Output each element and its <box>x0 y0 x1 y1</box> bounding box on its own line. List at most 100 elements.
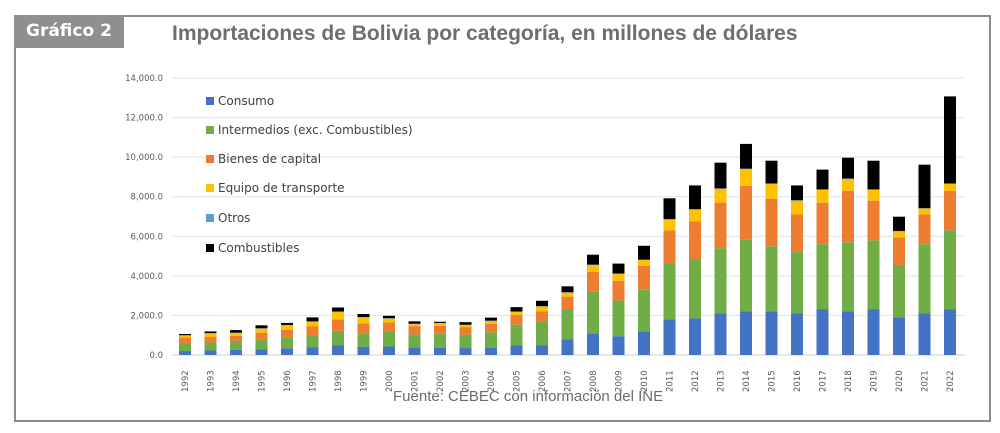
x-tick-label: 2002 <box>436 370 446 392</box>
bar-stack-1999 <box>357 314 370 355</box>
bar-segment-consumo <box>204 350 217 355</box>
bar-segment-intermedios-exc-combustibles- <box>230 340 242 350</box>
x-tick-label: 1997 <box>309 370 319 392</box>
bar-segment-consumo <box>893 317 905 355</box>
bar-segment-equipo-de-transporte <box>179 335 191 338</box>
bar-segment-consumo <box>332 345 344 355</box>
bar-segment-equipo-de-transporte <box>587 264 599 272</box>
bar-stack-2006 <box>536 300 548 355</box>
bar-stack-2001 <box>408 321 421 355</box>
legend-label: Otros <box>218 211 250 225</box>
gridlines <box>172 77 965 356</box>
x-tick-label: 1996 <box>283 370 293 392</box>
bar-segment-intermedios-exc-combustibles- <box>536 321 548 346</box>
x-tick-label: 2006 <box>538 370 548 392</box>
bar-stack-2016 <box>791 185 803 355</box>
x-tick-label: 1999 <box>360 370 370 392</box>
bar-segment-equipo-de-transporte <box>842 178 854 191</box>
x-tick-label: 2013 <box>717 370 727 392</box>
bar-segment-intermedios-exc-combustibles- <box>408 334 421 348</box>
bar-segment-consumo <box>842 311 854 355</box>
x-tick-label: 2004 <box>487 370 497 392</box>
x-tick-label: 2020 <box>895 370 905 392</box>
legend-swatch <box>206 97 214 105</box>
bar-segment-equipo-de-transporte <box>204 333 217 337</box>
bar-segment-bienes-de-capital <box>485 323 497 333</box>
bar-stack-2020 <box>893 216 905 355</box>
x-tick-label: 2005 <box>513 370 523 392</box>
bar-segment-consumo <box>459 348 472 355</box>
bar-segment-consumo <box>612 336 625 355</box>
y-tick-label: 4,000.0 <box>131 272 163 282</box>
bar-segment-bienes-de-capital <box>867 200 880 241</box>
bar-segment-consumo <box>689 318 701 355</box>
bar-segment-bienes-de-capital <box>893 237 905 265</box>
bar-segment-intermedios-exc-combustibles- <box>867 240 880 310</box>
figure-badge: Gráfico 2 <box>14 15 124 48</box>
bar-segment-combustibles <box>612 263 625 274</box>
bar-segment-intermedios-exc-combustibles- <box>689 259 701 319</box>
legend-item: Intermedios (exc. Combustibles) <box>206 123 413 137</box>
bar-stack-2015 <box>765 160 778 355</box>
bar-segment-consumo <box>791 313 803 355</box>
bar-segment-intermedios-exc-combustibles- <box>459 334 472 349</box>
bar-segment-intermedios-exc-combustibles- <box>816 244 829 310</box>
bar-segment-equipo-de-transporte <box>306 321 319 327</box>
x-tick-label: 2012 <box>691 370 701 392</box>
x-tick-label: 2014 <box>742 370 752 392</box>
bar-segment-bienes-de-capital <box>791 214 803 253</box>
bar-segment-intermedios-exc-combustibles- <box>842 242 854 312</box>
bar-segment-intermedios-exc-combustibles- <box>281 337 293 349</box>
bar-segment-bienes-de-capital <box>536 311 548 322</box>
bar-segment-combustibles <box>332 307 344 312</box>
bar-segment-consumo <box>408 347 421 355</box>
bar-segment-intermedios-exc-combustibles- <box>357 333 370 347</box>
bar-stack-1998 <box>332 307 344 355</box>
bar-stack-1994 <box>230 330 242 355</box>
bar-stack-2004 <box>485 317 497 355</box>
x-tick-label: 1995 <box>258 370 268 392</box>
bar-segment-equipo-de-transporte <box>485 320 497 324</box>
bar-segment-intermedios-exc-combustibles- <box>332 330 344 346</box>
bar-stack-2003 <box>459 322 472 355</box>
bar-segment-intermedios-exc-combustibles- <box>561 309 574 340</box>
bar-segment-bienes-de-capital <box>459 327 472 335</box>
chart-frame <box>14 15 991 422</box>
bar-stack-2013 <box>714 162 727 355</box>
x-tick-label: 1992 <box>181 370 191 392</box>
bar-segment-combustibles <box>944 96 956 184</box>
bar-segment-intermedios-exc-combustibles- <box>791 252 803 314</box>
bar-stack-2019 <box>867 160 880 355</box>
x-tick-label: 2007 <box>564 370 574 392</box>
bar-stack-2008 <box>587 254 599 355</box>
bar-segment-equipo-de-transporte <box>357 317 370 324</box>
bar-segment-bienes-de-capital <box>587 271 599 292</box>
x-tick-label: 2022 <box>946 370 956 392</box>
x-tick-label: 1998 <box>334 370 344 392</box>
legend-swatch <box>206 126 214 134</box>
bar-segment-bienes-de-capital <box>255 332 268 340</box>
x-tick-label: 2017 <box>819 370 829 392</box>
bar-segment-combustibles <box>740 143 752 169</box>
bar-segment-intermedios-exc-combustibles- <box>638 289 650 332</box>
bar-segment-consumo <box>230 349 242 355</box>
bar-segment-bienes-de-capital <box>408 326 421 335</box>
bar-segment-consumo <box>357 346 370 355</box>
bar-segment-consumo <box>561 339 574 355</box>
bar-segment-combustibles <box>408 321 421 324</box>
bar-segment-combustibles <box>306 317 319 322</box>
bar-segment-consumo <box>510 345 523 355</box>
bar-segment-consumo <box>638 331 650 355</box>
bar-segment-consumo <box>816 309 829 355</box>
x-tick-label: 2008 <box>589 370 599 392</box>
legend-item: Combustibles <box>206 241 300 255</box>
bar-segment-intermedios-exc-combustibles- <box>612 300 625 337</box>
legend-swatch <box>206 244 214 252</box>
bar-segment-equipo-de-transporte <box>510 311 523 315</box>
bar-segment-combustibles <box>689 185 701 210</box>
bar-segment-intermedios-exc-combustibles- <box>587 291 599 334</box>
y-tick-label: 10,000.0 <box>125 153 163 163</box>
bar-segment-consumo <box>255 349 268 355</box>
bar-stack-2021 <box>918 164 931 355</box>
